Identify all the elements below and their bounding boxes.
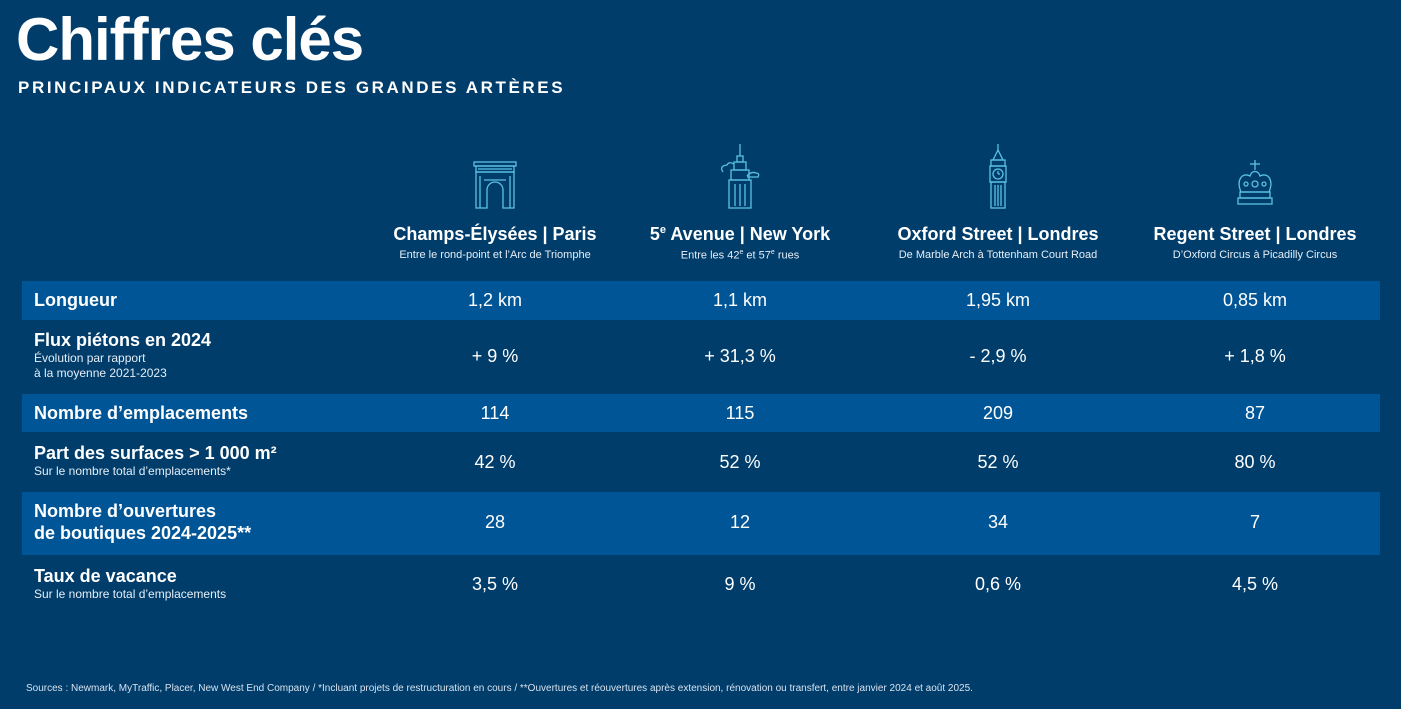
column-name: Regent Street | Londres — [1153, 224, 1357, 244]
table-row: Flux piétons en 2024 Évolution par rappo… — [22, 320, 1380, 394]
empire-state-building-icon — [612, 140, 868, 212]
table-cell: 12 — [729, 512, 751, 532]
table-cell: 34 — [987, 512, 1009, 532]
column-description: De Marble Arch à Tottenham Court Road — [898, 249, 1098, 261]
row-label: Taux de vacance Sur le nombre total d’em… — [34, 566, 227, 601]
table-row: Nombre d’ouvertures de boutiques 2024-20… — [22, 492, 1380, 555]
table-cell: - 2,9 % — [969, 346, 1027, 366]
column-name: Champs-Élysées | Paris — [393, 224, 597, 244]
table-cell: + 1,8 % — [1224, 346, 1286, 366]
row-label: Nombre d’emplacements — [34, 403, 249, 423]
column-header-champs-elysees: Champs-Élysées | Paris Entre le rond-poi… — [367, 140, 623, 270]
crown-icon — [1127, 140, 1383, 212]
table-cell: 52 % — [719, 452, 761, 472]
row-label: Flux piétons en 2024 Évolution par rappo… — [34, 330, 212, 380]
arc-de-triomphe-icon — [367, 140, 623, 212]
table-cell: 1,95 km — [965, 290, 1031, 310]
table-cell: 0,85 km — [1222, 290, 1288, 310]
page-title: Chiffres clés — [16, 6, 364, 73]
table-cell: + 31,3 % — [704, 346, 776, 366]
table-cell: 3,5 % — [471, 574, 519, 594]
table-row: Nombre d’emplacements 114 115 209 87 — [22, 394, 1380, 432]
table-cell: 80 % — [1234, 452, 1276, 472]
column-name: Oxford Street | Londres — [897, 224, 1099, 244]
row-label: Part des surfaces > 1 000 m² Sur le nomb… — [34, 443, 277, 478]
row-label: Longueur — [34, 290, 117, 310]
row-label: Nombre d’ouvertures de boutiques 2024-20… — [34, 501, 252, 543]
page-subtitle: PRINCIPAUX INDICATEURS DES GRANDES ARTÈR… — [18, 78, 566, 97]
column-description: D’Oxford Circus à Picadilly Circus — [1172, 249, 1338, 261]
table-cell: 52 % — [977, 452, 1019, 472]
table-cell: 1,1 km — [712, 290, 768, 310]
column-description: Entre les 42e et 57e rues — [680, 249, 800, 262]
column-description: Entre le rond-point et l’Arc de Triomphe — [399, 249, 591, 261]
table-cell: 115 — [725, 403, 755, 423]
column-name: 5e Avenue | New York — [649, 224, 831, 244]
table-cell: 9 % — [724, 574, 756, 594]
table-cell: 87 — [1244, 403, 1266, 423]
table-cell: 28 — [484, 512, 506, 532]
table-cell: 42 % — [474, 452, 516, 472]
table-row: Taux de vacance Sur le nombre total d’em… — [22, 555, 1380, 613]
table-cell: + 9 % — [471, 346, 519, 366]
table-row: Longueur 1,2 km 1,1 km 1,95 km 0,85 km — [22, 281, 1380, 320]
big-ben-icon — [870, 140, 1126, 212]
column-header-regent-street: Regent Street | Londres D’Oxford Circus … — [1127, 140, 1383, 270]
table-cell: 0,6 % — [974, 574, 1022, 594]
table-cell: 4,5 % — [1231, 574, 1279, 594]
column-headers: Champs-Élysées | Paris Entre le rond-poi… — [367, 140, 1380, 270]
table-cell: 1,2 km — [467, 290, 523, 310]
table-cell: 209 — [982, 403, 1014, 423]
indicators-table: Longueur 1,2 km 1,1 km 1,95 km 0,85 km F… — [22, 281, 1380, 613]
column-header-5e-avenue: 5e Avenue | New York Entre les 42e et 57… — [612, 140, 868, 270]
column-header-oxford-street: Oxford Street | Londres De Marble Arch à… — [870, 140, 1126, 270]
sources-footnote: Sources : Newmark, MyTraffic, Placer, Ne… — [26, 683, 973, 694]
table-row: Part des surfaces > 1 000 m² Sur le nomb… — [22, 432, 1380, 492]
table-cell: 114 — [480, 403, 510, 423]
table-cell: 7 — [1249, 512, 1260, 532]
